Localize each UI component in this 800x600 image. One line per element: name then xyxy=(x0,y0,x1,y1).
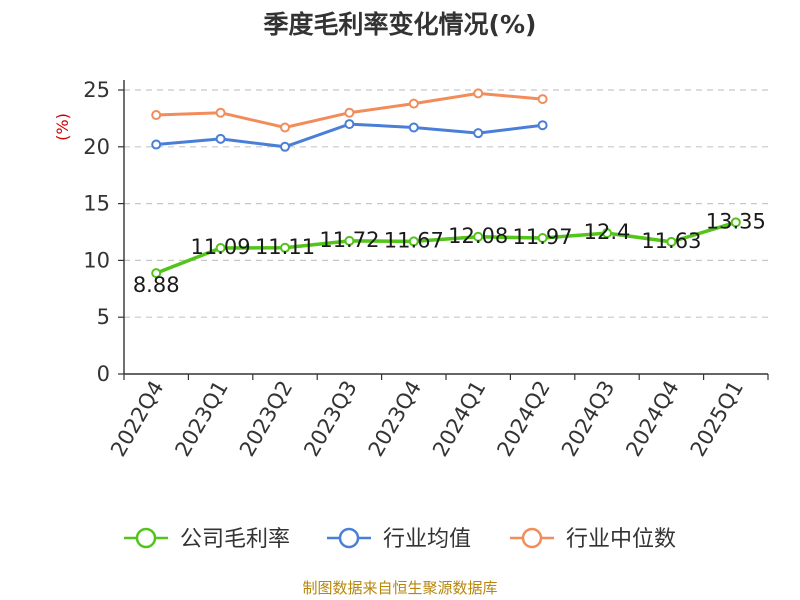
x-tick-label: 2024Q1 xyxy=(428,377,490,461)
x-tick-label: 2024Q3 xyxy=(557,377,619,461)
data-point xyxy=(473,128,484,139)
data-point xyxy=(408,236,419,247)
y-tick-label: 15 xyxy=(83,192,110,216)
x-tick-labels: 2022Q4 2023Q1 2023Q2 2023Q3 2023Q4 2024Q1 2024… xyxy=(106,377,748,461)
data-point xyxy=(344,107,355,118)
x-tick-label: 2023Q3 xyxy=(299,377,361,461)
data-point xyxy=(151,139,162,150)
y-tick-labels: 0 5 10 15 20 25 xyxy=(83,78,110,386)
data-point xyxy=(215,243,226,254)
legend-swatch-marker xyxy=(521,527,543,549)
legend: 公司毛利率 行业均值 行业中位数 xyxy=(124,527,676,552)
data-point xyxy=(537,94,548,105)
x-tick-label: 2024Q2 xyxy=(492,377,554,461)
data-point xyxy=(730,217,741,228)
data-label: 11.97 xyxy=(513,225,573,249)
data-label: 11.67 xyxy=(384,228,444,252)
data-point xyxy=(602,228,612,239)
data-point xyxy=(215,133,226,144)
data-point xyxy=(666,236,677,247)
data-label: 12.08 xyxy=(448,224,508,248)
data-point xyxy=(473,231,484,242)
data-point xyxy=(151,109,162,120)
y-tick-label: 20 xyxy=(83,135,110,159)
x-tick-label: 2023Q2 xyxy=(235,377,297,461)
axes xyxy=(118,80,769,380)
data-point xyxy=(151,268,162,279)
y-tick-label: 0 xyxy=(97,362,110,386)
x-tick-label: 2023Q4 xyxy=(364,377,426,461)
data-point xyxy=(537,233,548,244)
x-tick-label: 2025Q1 xyxy=(686,377,748,461)
legend-swatch-marker xyxy=(135,527,157,549)
data-labels: 8.88 11.09 11.11 11.72 11.67 12.08 11.97 12.4 11… xyxy=(133,209,766,297)
data-point xyxy=(280,242,290,253)
chart-title: 季度毛利率变化情况(%) xyxy=(264,10,537,39)
data-point xyxy=(215,107,226,118)
data-point xyxy=(473,88,484,99)
data-point xyxy=(408,98,419,109)
data-label: 11.11 xyxy=(255,235,315,259)
data-point xyxy=(344,235,355,246)
data-point xyxy=(408,122,419,133)
y-tick-label: 25 xyxy=(83,78,110,102)
data-point xyxy=(280,122,290,133)
legend-label: 行业中位数 xyxy=(566,527,676,552)
legend-label: 行业均值 xyxy=(383,527,471,552)
series-line xyxy=(155,220,737,275)
series-lines xyxy=(151,88,741,279)
legend-label: 公司毛利率 xyxy=(180,527,290,552)
y-tick-label: 10 xyxy=(83,248,110,272)
x-tick-label: 2024Q4 xyxy=(621,377,683,461)
data-label: 12.4 xyxy=(584,220,631,244)
data-point xyxy=(280,141,290,152)
data-point xyxy=(344,119,355,130)
data-label: 11.72 xyxy=(319,228,379,252)
y-tick-label: 5 xyxy=(97,305,110,329)
grid-lines xyxy=(124,89,768,318)
x-tick-label: 2022Q4 xyxy=(106,377,168,461)
data-label: 8.88 xyxy=(133,273,180,297)
x-tick-label: 2023Q1 xyxy=(170,377,232,461)
data-label: 11.63 xyxy=(641,229,701,253)
y-axis-label: (%) xyxy=(53,113,72,141)
legend-swatch-marker xyxy=(338,527,360,549)
data-label: 11.09 xyxy=(191,235,251,259)
data-label: 13.35 xyxy=(706,209,766,233)
data-point xyxy=(537,120,548,131)
source-note: 制图数据来自恒生聚源数据库 xyxy=(302,579,497,597)
